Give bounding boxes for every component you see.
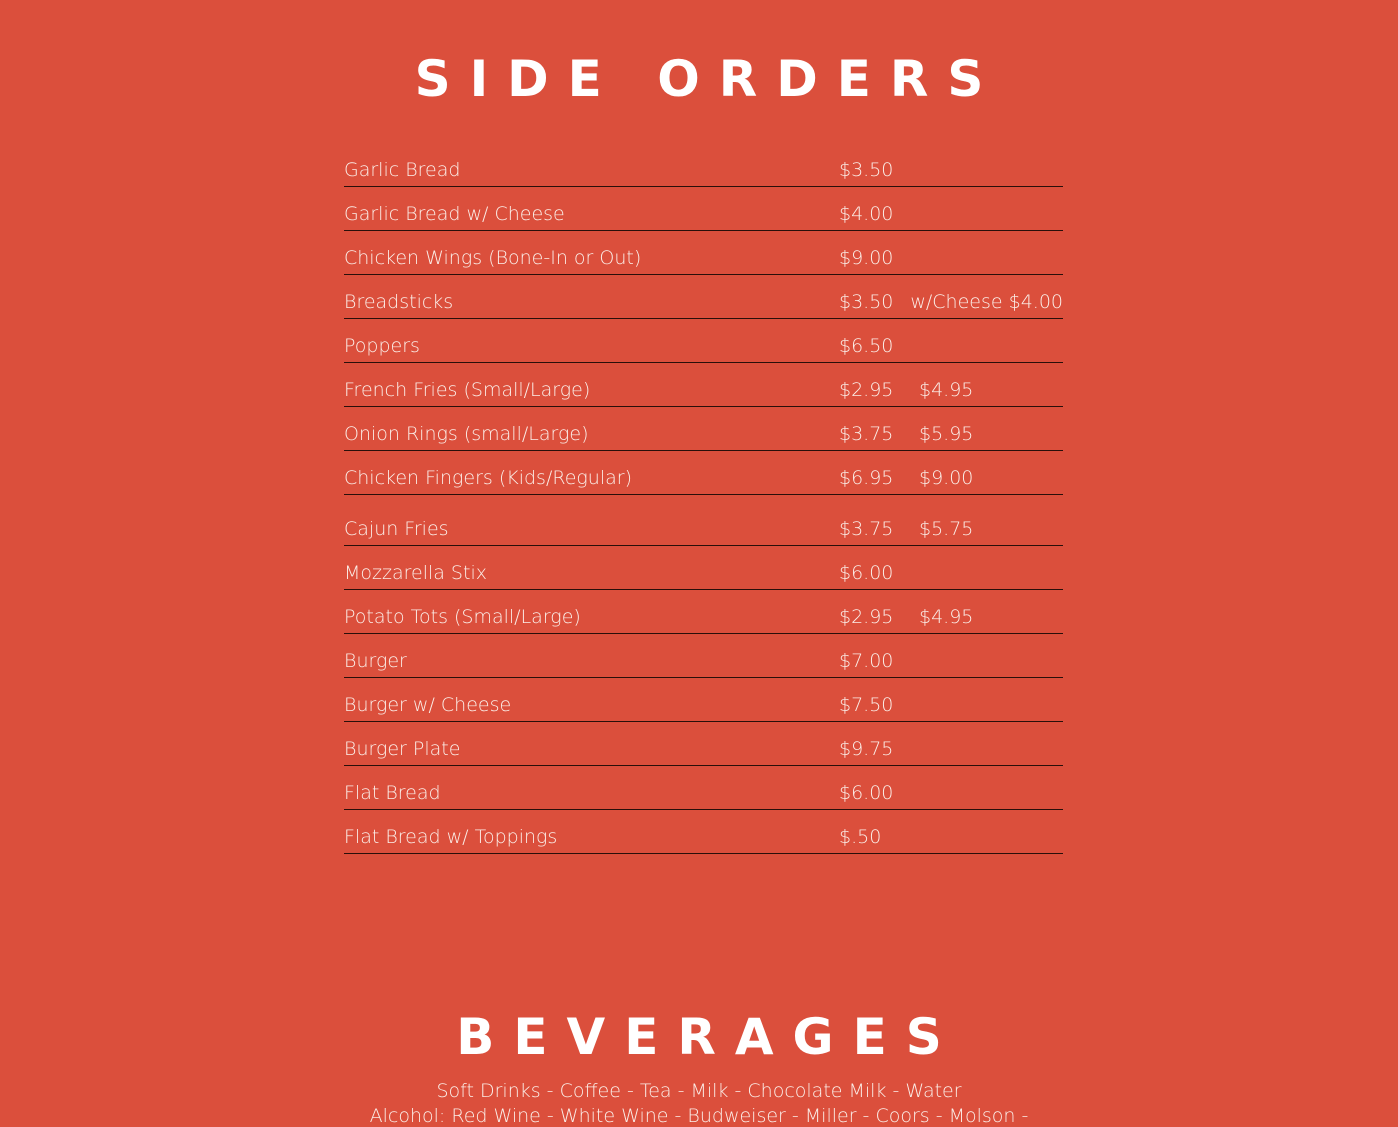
menu-item: Garlic Bread w/ Cheese $4.00 [344,187,1063,231]
item-name: Garlic Bread w/ Cheese [344,203,565,225]
menu-item: Chicken Fingers (Kids/Regular) $6.95 $9.00 [344,451,1063,495]
item-price: $3.75 [839,518,894,540]
item-price: $7.00 [839,650,894,672]
item-extra-price: w/Cheese $4.00 [910,291,1063,313]
item-price-large: $9.00 [919,467,974,489]
menu-item: Garlic Bread $3.50 [344,143,1063,187]
item-name: Chicken Wings (Bone-In or Out) [344,247,642,269]
menu-item: French Fries (Small/Large) $2.95 $4.95 [344,363,1063,407]
item-name: Mozzarella Stix [344,562,487,584]
item-name: French Fries (Small/Large) [344,379,591,401]
item-price: $6.00 [839,562,894,584]
item-price: $2.95 [839,606,894,628]
item-price: $3.50 [839,159,894,181]
item-name: Breadsticks [344,291,454,313]
menu-item: Burger $7.00 [344,634,1063,678]
menu-item: Cajun Fries $3.75 $5.75 [344,502,1063,546]
item-price: $3.75 [839,423,894,445]
menu-item: Flat Bread $6.00 [344,766,1063,810]
menu-item: Mozzarella Stix $6.00 [344,546,1063,590]
item-price-large: $4.95 [919,379,974,401]
item-price: $6.95 [839,467,894,489]
item-name: Burger w/ Cheese [344,694,512,716]
item-name: Onion Rings (small/Large) [344,423,589,445]
item-price: $6.50 [839,335,894,357]
menu-item: Breadsticks $3.50 w/Cheese $4.00 [344,275,1063,319]
menu-item: Burger w/ Cheese $7.50 [344,678,1063,722]
item-price-large: $5.75 [919,518,974,540]
item-name: Burger Plate [344,738,461,760]
item-name: Chicken Fingers (Kids/Regular) [344,467,632,489]
item-price: $9.75 [839,738,894,760]
menu-item: Burger Plate $9.75 [344,722,1063,766]
item-price: $9.00 [839,247,894,269]
item-price-large: $5.95 [919,423,974,445]
item-name: Poppers [344,335,420,357]
item-price-large: $4.95 [919,606,974,628]
beverages-heading: BEVERAGES [456,1008,961,1066]
item-price: $7.50 [839,694,894,716]
menu-item: Onion Rings (small/Large) $3.75 $5.95 [344,407,1063,451]
item-price: $4.00 [839,203,894,225]
item-price: $6.00 [839,782,894,804]
beverages-line-2: Alcohol: Red Wine - White Wine - Budweis… [369,1105,1029,1127]
item-name: Burger [344,650,407,672]
menu-item: Flat Bread w/ Toppings $.50 [344,810,1063,854]
menu-item: Chicken Wings (Bone-In or Out) $9.00 [344,231,1063,275]
item-name: Flat Bread w/ Toppings [344,826,558,848]
item-price: $2.95 [839,379,894,401]
item-name: Flat Bread [344,782,441,804]
item-name: Cajun Fries [344,518,449,540]
menu-item: Poppers $6.50 [344,319,1063,363]
item-price: $3.50 [839,291,894,313]
menu-item: Potato Tots (Small/Large) $2.95 $4.95 [344,590,1063,634]
item-price: $.50 [839,826,882,848]
beverages-line-1: Soft Drinks - Coffee - Tea - Milk - Choc… [436,1080,962,1102]
side-orders-list: Garlic Bread $3.50 Garlic Bread w/ Cheese $… [344,143,1063,854]
side-orders-heading: SIDE ORDERS [414,50,1003,108]
item-name: Garlic Bread [344,159,461,181]
item-name: Potato Tots (Small/Large) [344,606,581,628]
